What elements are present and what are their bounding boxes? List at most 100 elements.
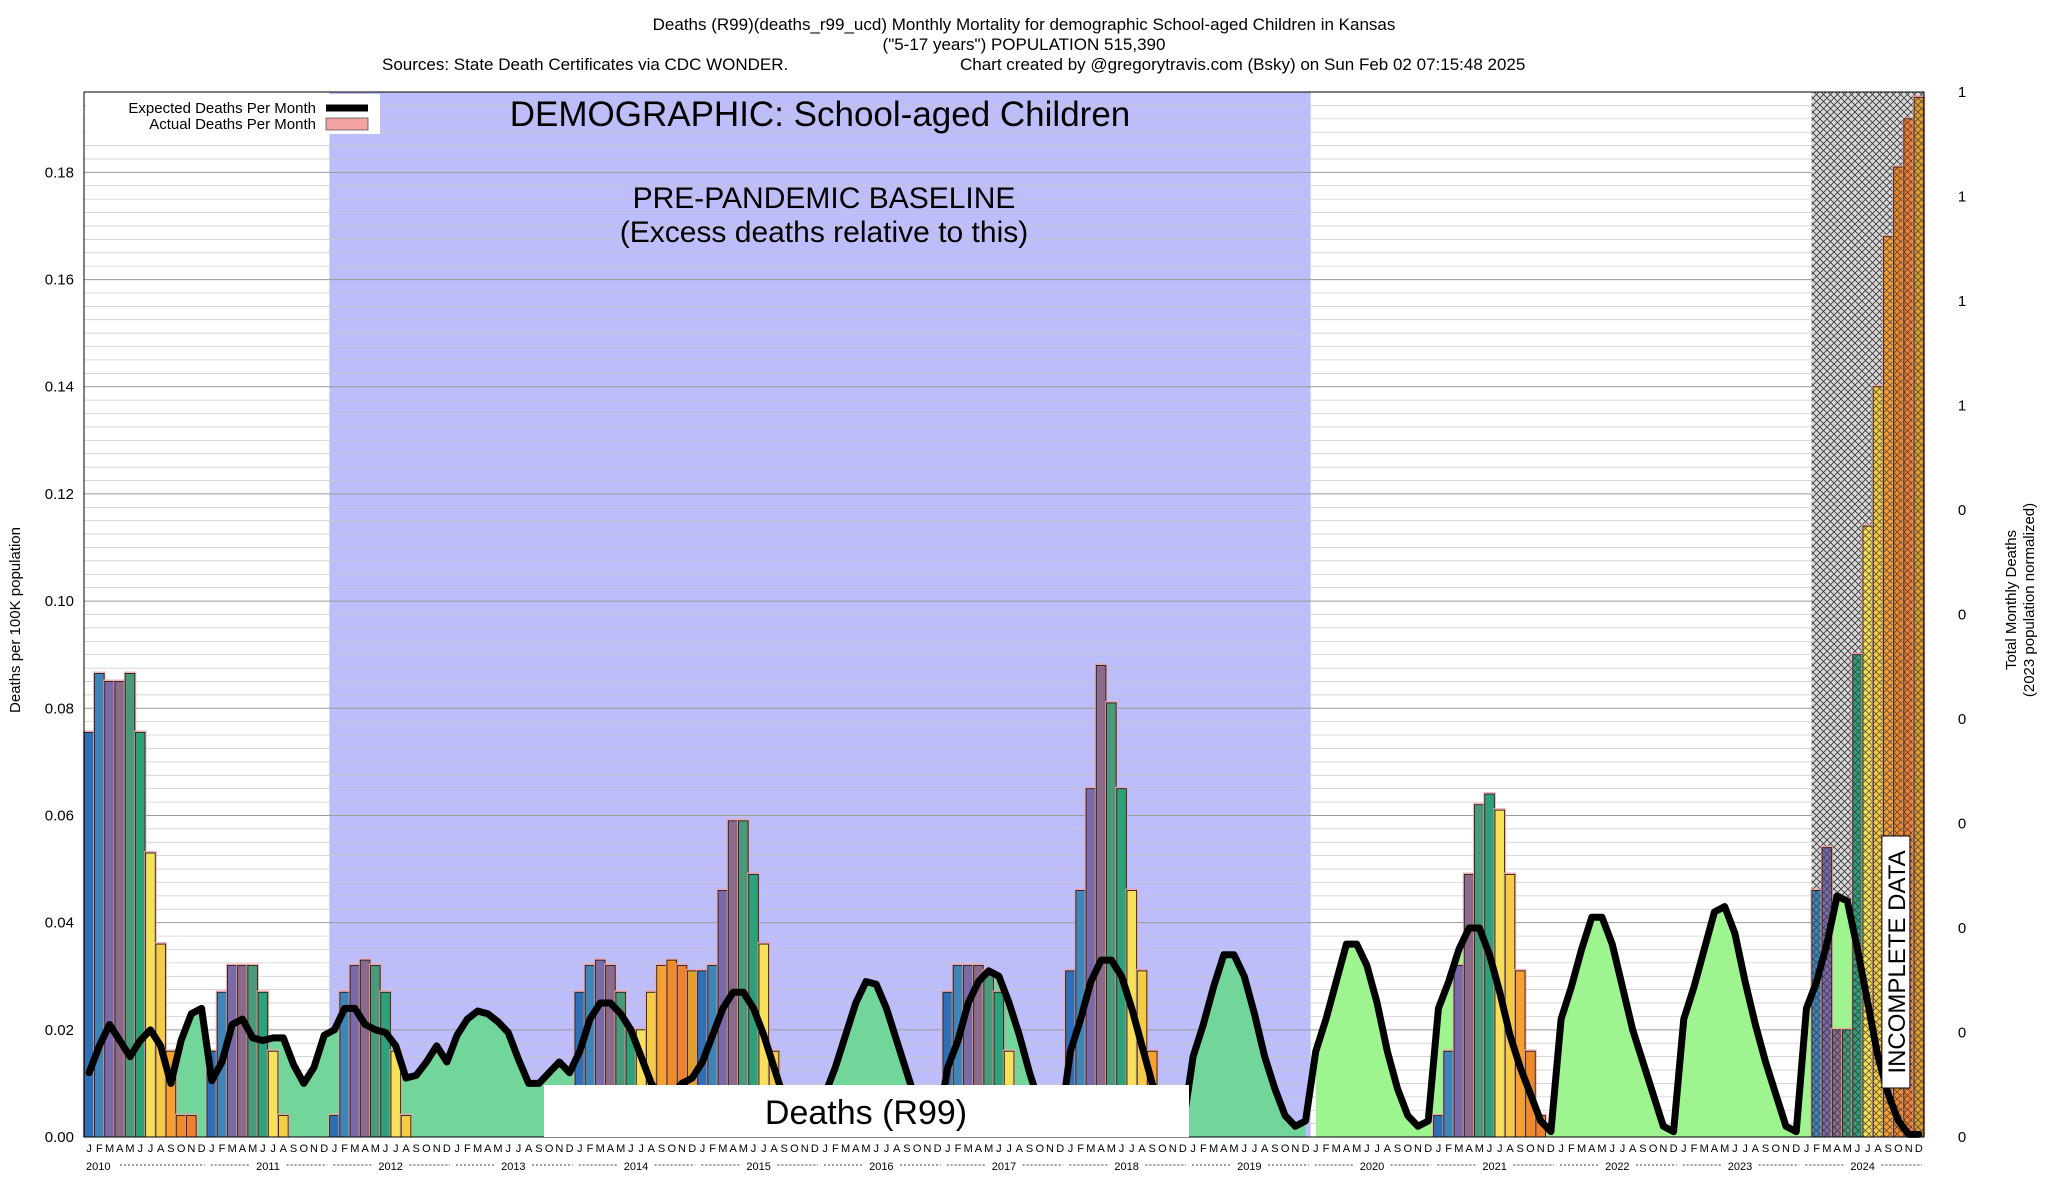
y2-axis-label-line1: Total Monthly Deaths (2003, 530, 2020, 670)
month-tick-label: J (1436, 1143, 1442, 1155)
month-tick-label: A (648, 1143, 656, 1155)
y2-tick-label: 0 (1958, 816, 1966, 833)
month-tick-label: A (1874, 1143, 1882, 1155)
month-tick-label: D (1792, 1143, 1800, 1155)
month-tick-label: M (1086, 1143, 1095, 1155)
month-tick-label: S (1517, 1143, 1524, 1155)
y-tick-label: 0.04 (45, 915, 74, 932)
month-tick-label: J (148, 1143, 154, 1155)
month-tick-label: J (86, 1143, 92, 1155)
month-tick-label: O (1158, 1143, 1167, 1155)
actual-bar (267, 1050, 279, 1138)
actual-bar (1085, 788, 1097, 1138)
y-axis-label: Deaths per 100K population (7, 527, 24, 713)
month-tick-label: M (493, 1143, 502, 1155)
month-tick-label: O (1403, 1143, 1412, 1155)
y-tick-label: 0.00 (45, 1129, 74, 1146)
month-tick-label: J (137, 1143, 143, 1155)
incomplete-label-box (1881, 835, 1911, 1089)
incomplete-bar-hatch (1903, 118, 1914, 1138)
month-tick-label: D (1179, 1143, 1187, 1155)
actual-bar (1106, 702, 1117, 1138)
year-tick-label: 2013 (501, 1161, 525, 1173)
actual-bar (380, 991, 391, 1138)
y2-tick-label: 1 (1958, 398, 1966, 415)
month-tick-label: S (781, 1143, 788, 1155)
month-tick-label: J (822, 1143, 828, 1155)
month-tick-label: A (1588, 1143, 1596, 1155)
month-tick-label: O (1771, 1143, 1780, 1155)
month-tick-label: D (1547, 1143, 1555, 1155)
month-tick-label: O (299, 1143, 308, 1155)
y2-tick-label: 0 (1958, 1025, 1966, 1042)
year-label-bg (1476, 1158, 1513, 1172)
month-tick-label: J (1855, 1143, 1861, 1155)
year-label-bg (1108, 1158, 1145, 1172)
month-tick-label: J (1497, 1143, 1503, 1155)
month-tick-label: J (260, 1143, 266, 1155)
actual-bar (237, 965, 248, 1138)
actual-bar (1095, 664, 1107, 1138)
cause-label-box (544, 1085, 1189, 1137)
month-tick-label: O (422, 1143, 431, 1155)
month-tick-label: M (861, 1143, 870, 1155)
month-tick-label: S (903, 1143, 910, 1155)
month-tick-label: A (607, 1143, 615, 1155)
month-tick-label: J (332, 1143, 338, 1155)
year-label-bg (495, 1158, 532, 1172)
year-label-bg (1844, 1158, 1881, 1172)
month-tick-label: A (1506, 1143, 1514, 1155)
month-tick-label: A (1711, 1143, 1719, 1155)
actual-bar (83, 731, 95, 1138)
month-tick-label: N (1414, 1143, 1422, 1155)
month-tick-label: J (1681, 1143, 1687, 1155)
y2-tick-label: 1 (1958, 189, 1966, 206)
month-tick-label: M (718, 1143, 727, 1155)
month-tick-label: D (1056, 1143, 1064, 1155)
month-tick-label: J (1006, 1143, 1012, 1155)
month-tick-label: S (658, 1143, 665, 1155)
month-tick-label: A (402, 1143, 410, 1155)
month-tick-label: A (1138, 1143, 1146, 1155)
month-tick-label: N (310, 1143, 318, 1155)
month-tick-label: D (320, 1143, 328, 1155)
y-tick-label: 0.18 (45, 164, 74, 181)
month-tick-label: N (555, 1143, 563, 1155)
month-tick-label: D (1915, 1143, 1923, 1155)
month-tick-label: J (761, 1143, 767, 1155)
month-tick-label: J (1609, 1143, 1615, 1155)
month-tick-label: M (1107, 1143, 1116, 1155)
month-tick-label: S (1762, 1143, 1769, 1155)
month-tick-label: M (228, 1143, 237, 1155)
month-tick-label: J (1374, 1143, 1380, 1155)
legend-actual-swatch (325, 117, 369, 131)
month-tick-label: J (884, 1143, 890, 1155)
year-label-bg (250, 1158, 286, 1172)
y2-tick-label: 0 (1958, 711, 1966, 728)
plot-area: DEMOGRAPHIC: School-aged Children PRE-PAN… (45, 84, 1966, 1173)
year-label-bg (1354, 1158, 1390, 1172)
month-tick-label: D (198, 1143, 206, 1155)
month-tick-label: M (1577, 1143, 1586, 1155)
month-tick-label: J (1620, 1143, 1626, 1155)
y-tick-label: 0.14 (45, 379, 74, 396)
actual-bar (124, 672, 136, 1138)
year-tick-label: 2023 (1728, 1161, 1752, 1173)
month-tick-label: A (1629, 1143, 1637, 1155)
month-tick-label: S (535, 1143, 542, 1155)
month-tick-label: S (1026, 1143, 1033, 1155)
actual-bar (1453, 965, 1465, 1138)
month-tick-label: D (1424, 1143, 1432, 1155)
month-tick-label: O (667, 1143, 676, 1155)
actual-bar (1463, 873, 1475, 1138)
actual-bar (1116, 788, 1127, 1138)
actual-bar (226, 965, 238, 1138)
month-tick-label: O (1649, 1143, 1658, 1155)
month-tick-label: N (1659, 1143, 1667, 1155)
month-tick-label: D (934, 1143, 942, 1155)
year-tick-label: 2020 (1360, 1161, 1384, 1173)
y2-tick-label: 0 (1958, 607, 1966, 624)
month-tick-label: D (1670, 1143, 1678, 1155)
year-tick-label: 2010 (86, 1161, 110, 1173)
y2-axis-label-line2: (2023 population normalized) (2021, 503, 2038, 697)
